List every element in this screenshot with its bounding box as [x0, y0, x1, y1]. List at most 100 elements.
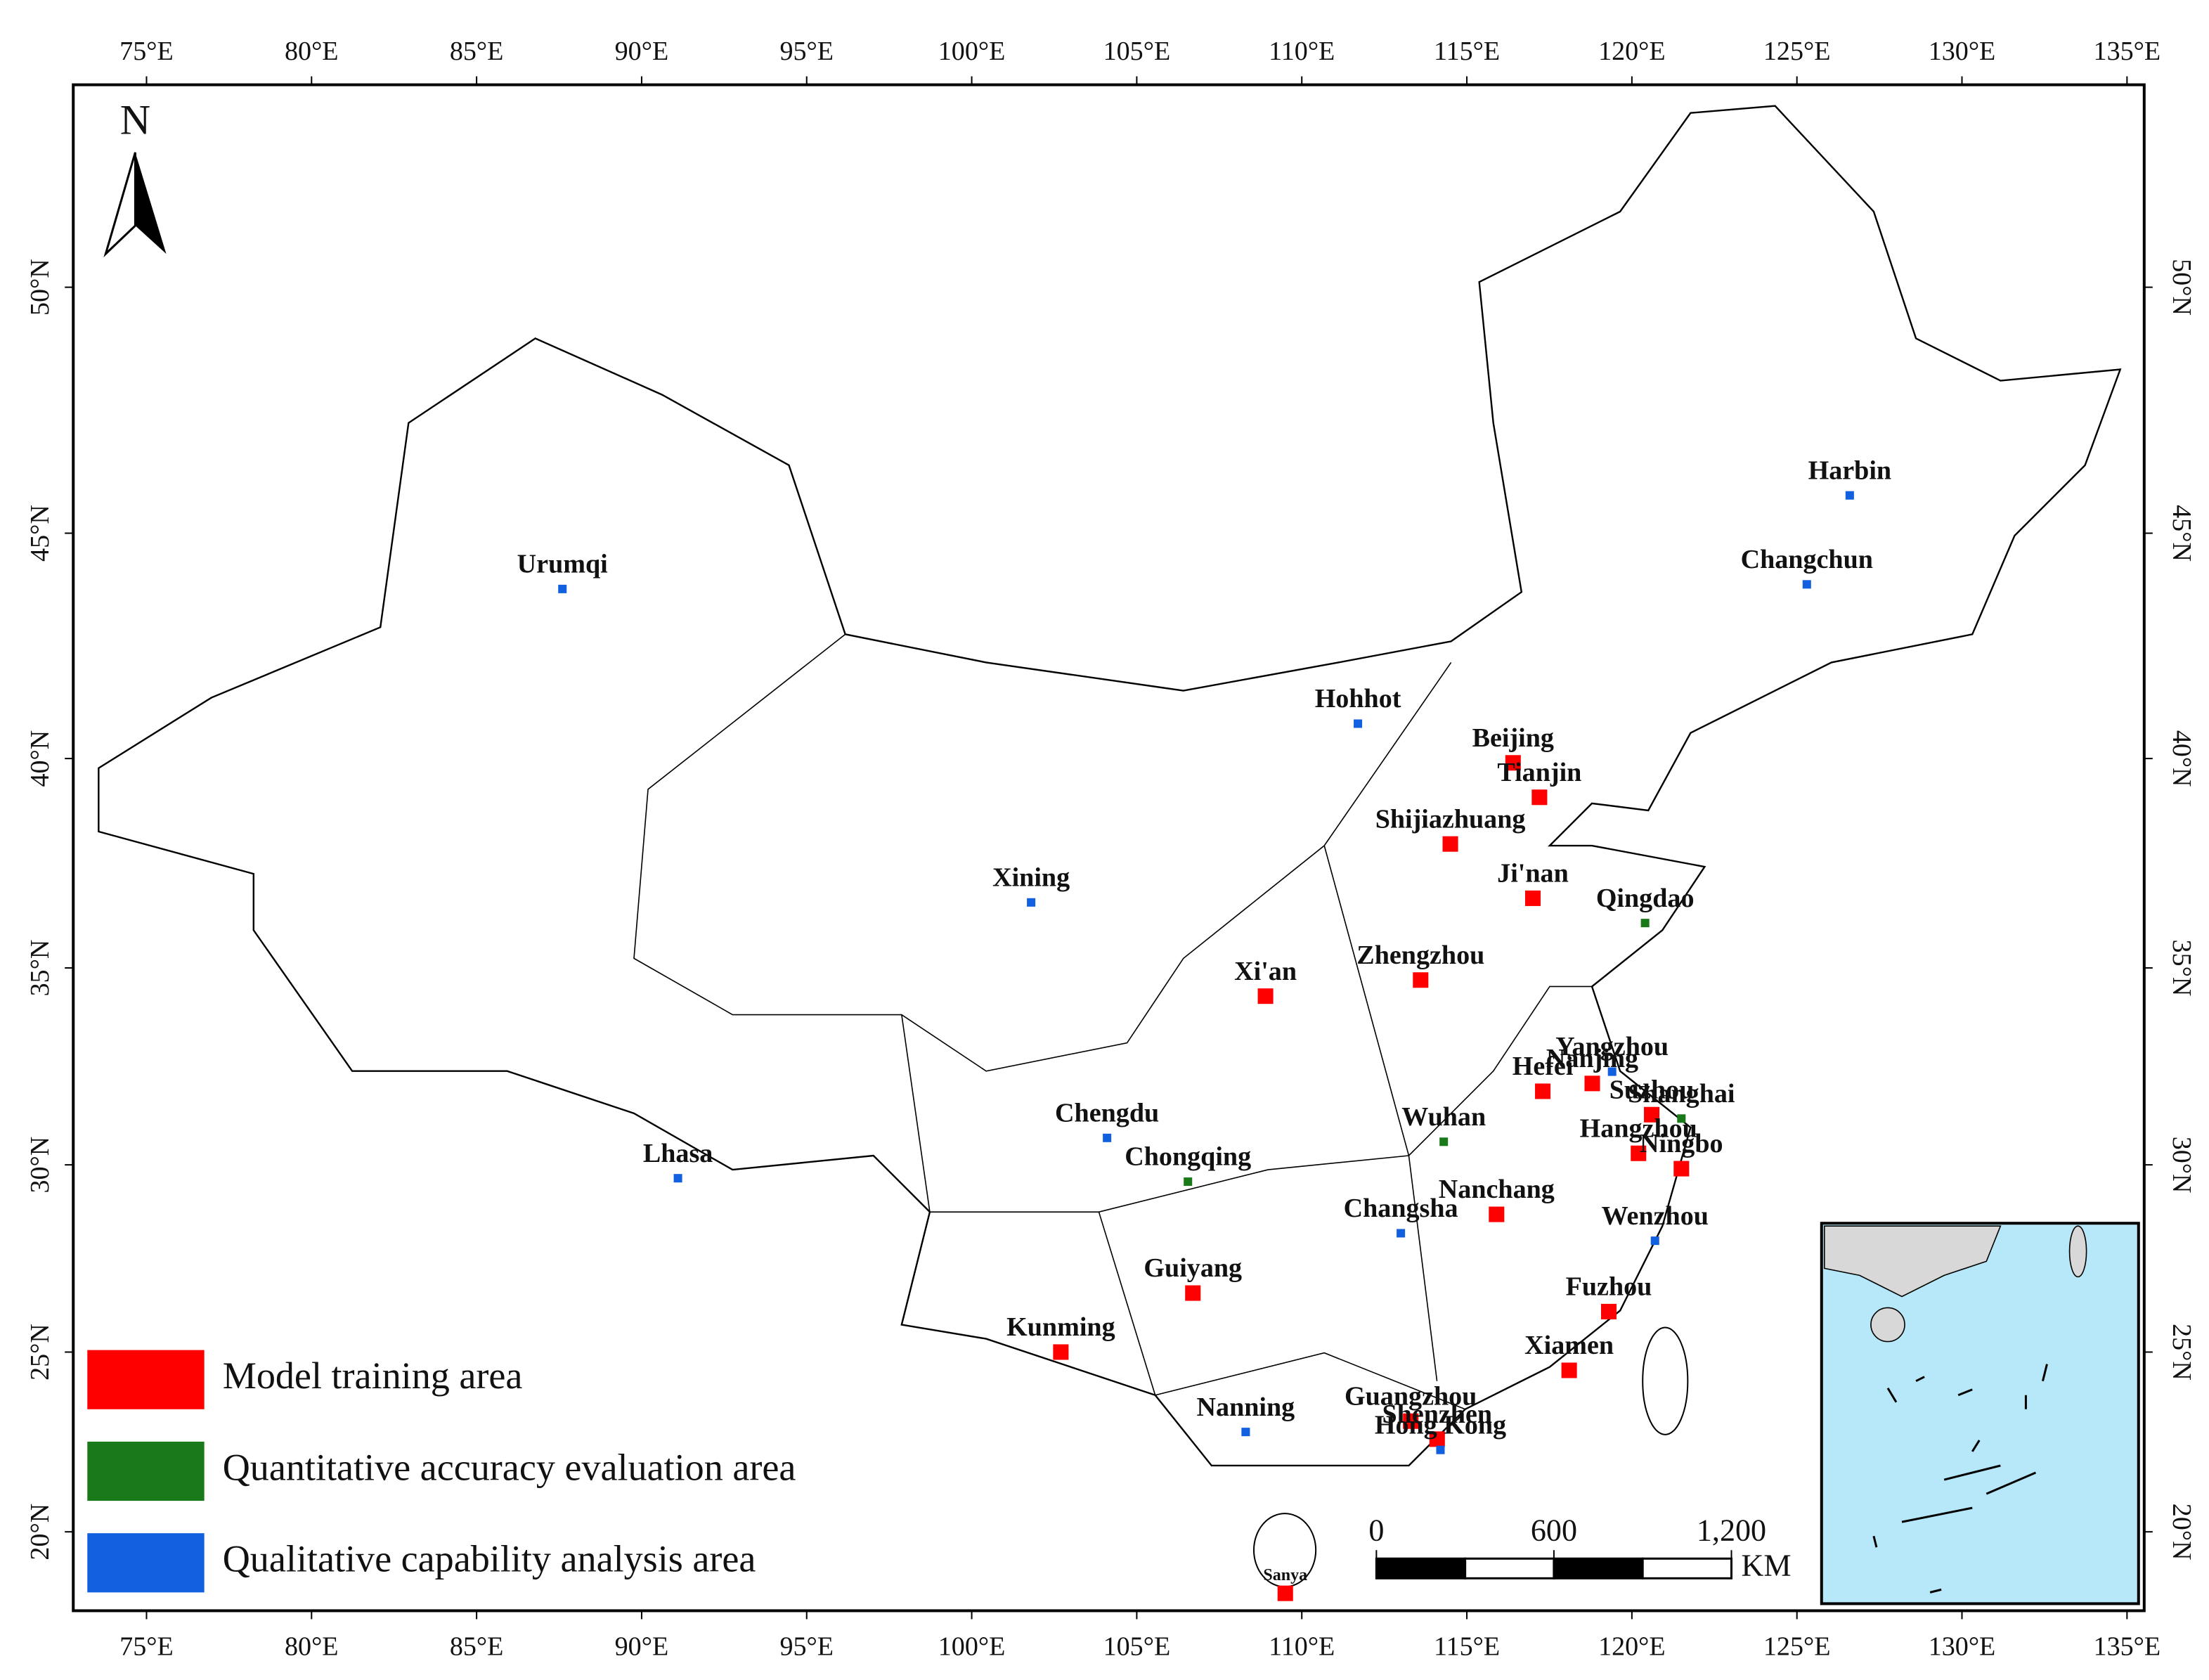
- lon-tick-label: 105°E: [1103, 1631, 1171, 1661]
- scale-label: 600: [1531, 1513, 1577, 1547]
- lat-tick-label: 30°N: [2167, 1137, 2196, 1194]
- city-marker: [1673, 1161, 1690, 1177]
- city-marker: [1561, 1362, 1577, 1378]
- province-border: [633, 633, 1452, 1072]
- city-marker: [1607, 1067, 1617, 1076]
- city-label: Harbin: [1808, 455, 1892, 485]
- city-label: Kunming: [1006, 1312, 1115, 1342]
- city-marker: [1277, 1585, 1293, 1601]
- lat-tick-label: 35°N: [2167, 940, 2196, 997]
- lat-tick-label: 35°N: [25, 940, 55, 997]
- inset-land: [1823, 1225, 2002, 1298]
- legend-swatch: [87, 1350, 205, 1409]
- city-marker: [1053, 1344, 1069, 1360]
- lon-tick-label: 135°E: [2094, 37, 2161, 66]
- lat-tick-label: 25°N: [2167, 1324, 2196, 1381]
- city-label: Changsha: [1344, 1194, 1458, 1223]
- city-marker: [1429, 1431, 1445, 1447]
- lat-tick-label: 20°N: [2167, 1504, 2196, 1561]
- legend-label: Model training area: [223, 1355, 523, 1397]
- province-border: [1098, 1211, 1465, 1410]
- lon-tick-label: 85°E: [450, 37, 504, 66]
- scale-bar-segment: [1375, 1557, 1467, 1579]
- lat-tick-label: 20°N: [25, 1504, 55, 1561]
- lon-tick-label: 125°E: [1763, 37, 1831, 66]
- city-label: Lhasa: [643, 1139, 713, 1168]
- legend-label: Qualitative capability analysis area: [223, 1538, 756, 1580]
- inset-map: [1820, 1222, 2140, 1605]
- lat-tick-label: 30°N: [25, 1137, 55, 1194]
- city-label: Guangzhou: [1345, 1381, 1477, 1411]
- city-label: Guiyang: [1144, 1253, 1242, 1283]
- city-marker: [1631, 1145, 1647, 1161]
- lon-tick-label: 90°E: [615, 1631, 669, 1661]
- city-label: Qingdao: [1596, 884, 1695, 913]
- lat-tick-label: 50°N: [2167, 259, 2196, 316]
- city-label: Hong Kong: [1375, 1410, 1506, 1440]
- legend-swatch: [87, 1441, 205, 1501]
- china-outline: [98, 105, 2122, 1467]
- lon-tick-label: 80°E: [285, 1631, 339, 1661]
- lon-tick-label: 75°E: [119, 37, 174, 66]
- city-marker: [1644, 1106, 1660, 1123]
- lon-tick-label: 90°E: [615, 37, 669, 66]
- city-marker: [1397, 1229, 1406, 1238]
- lon-tick-label: 120°E: [1598, 37, 1666, 66]
- city-marker: [1505, 755, 1521, 771]
- lon-tick-label: 115°E: [1434, 37, 1500, 66]
- north-label: N: [120, 97, 150, 144]
- scale-bar-segment: [1553, 1557, 1644, 1579]
- city-marker: [1531, 789, 1548, 806]
- city-marker: [1600, 1303, 1617, 1319]
- city-label: Shenzhen: [1382, 1400, 1492, 1429]
- scale-label: 0: [1368, 1513, 1384, 1547]
- city-label: Zhengzhou: [1356, 941, 1484, 970]
- city-marker: [1640, 919, 1650, 928]
- lat-tick-label: 45°N: [25, 505, 55, 562]
- city-marker: [558, 584, 567, 593]
- lon-tick-label: 130°E: [1929, 1631, 1996, 1661]
- lon-tick-label: 100°E: [938, 37, 1006, 66]
- lon-tick-label: 95°E: [779, 1631, 834, 1661]
- legend-label: Quantitative accuracy evaluation area: [223, 1446, 796, 1488]
- lat-tick-label: 40°N: [2167, 730, 2196, 787]
- lon-tick-label: 105°E: [1103, 37, 1171, 66]
- taiwan: [1642, 1326, 1689, 1435]
- lat-tick-label: 25°N: [25, 1324, 55, 1381]
- city-label: Sanya: [1263, 1566, 1307, 1584]
- city-marker: [1184, 1177, 1193, 1187]
- inset-hainan: [1870, 1307, 1905, 1343]
- city-label: Chongqing: [1125, 1142, 1251, 1172]
- lon-tick-label: 110°E: [1269, 1631, 1335, 1661]
- city-marker: [1442, 836, 1458, 852]
- city-label: Beijing: [1472, 723, 1554, 753]
- city-marker: [1257, 988, 1274, 1004]
- city-label: Fuzhou: [1566, 1272, 1652, 1302]
- lon-tick-label: 75°E: [119, 1631, 174, 1661]
- city-label: Yangzhou: [1555, 1032, 1669, 1061]
- north-arrow: N: [103, 97, 167, 258]
- city-label: Hefei: [1512, 1052, 1574, 1081]
- lon-tick-label: 130°E: [1929, 37, 1996, 66]
- city-label: Wuhan: [1401, 1102, 1486, 1132]
- city-marker: [1524, 890, 1541, 906]
- lon-tick-label: 100°E: [938, 1631, 1006, 1661]
- scale-bar-segment: [1464, 1557, 1555, 1579]
- city-label: Urumqi: [517, 550, 608, 579]
- city-marker: [1027, 898, 1036, 907]
- north-arrow-right: [135, 152, 167, 254]
- lat-tick-label: 40°N: [25, 730, 55, 787]
- legend-swatch: [87, 1533, 205, 1593]
- province-border: [901, 986, 1593, 1213]
- city-marker: [1103, 1133, 1112, 1142]
- inset-taiwan: [2068, 1225, 2087, 1278]
- lon-tick-label: 110°E: [1269, 37, 1335, 66]
- city-label: Xining: [992, 862, 1070, 892]
- lon-tick-label: 85°E: [450, 1631, 504, 1661]
- province-border: [1323, 845, 1438, 1381]
- city-label: Ningbo: [1640, 1129, 1723, 1158]
- city-marker: [1241, 1428, 1250, 1437]
- city-label: Xiamen: [1524, 1331, 1614, 1360]
- city-marker: [1677, 1114, 1686, 1123]
